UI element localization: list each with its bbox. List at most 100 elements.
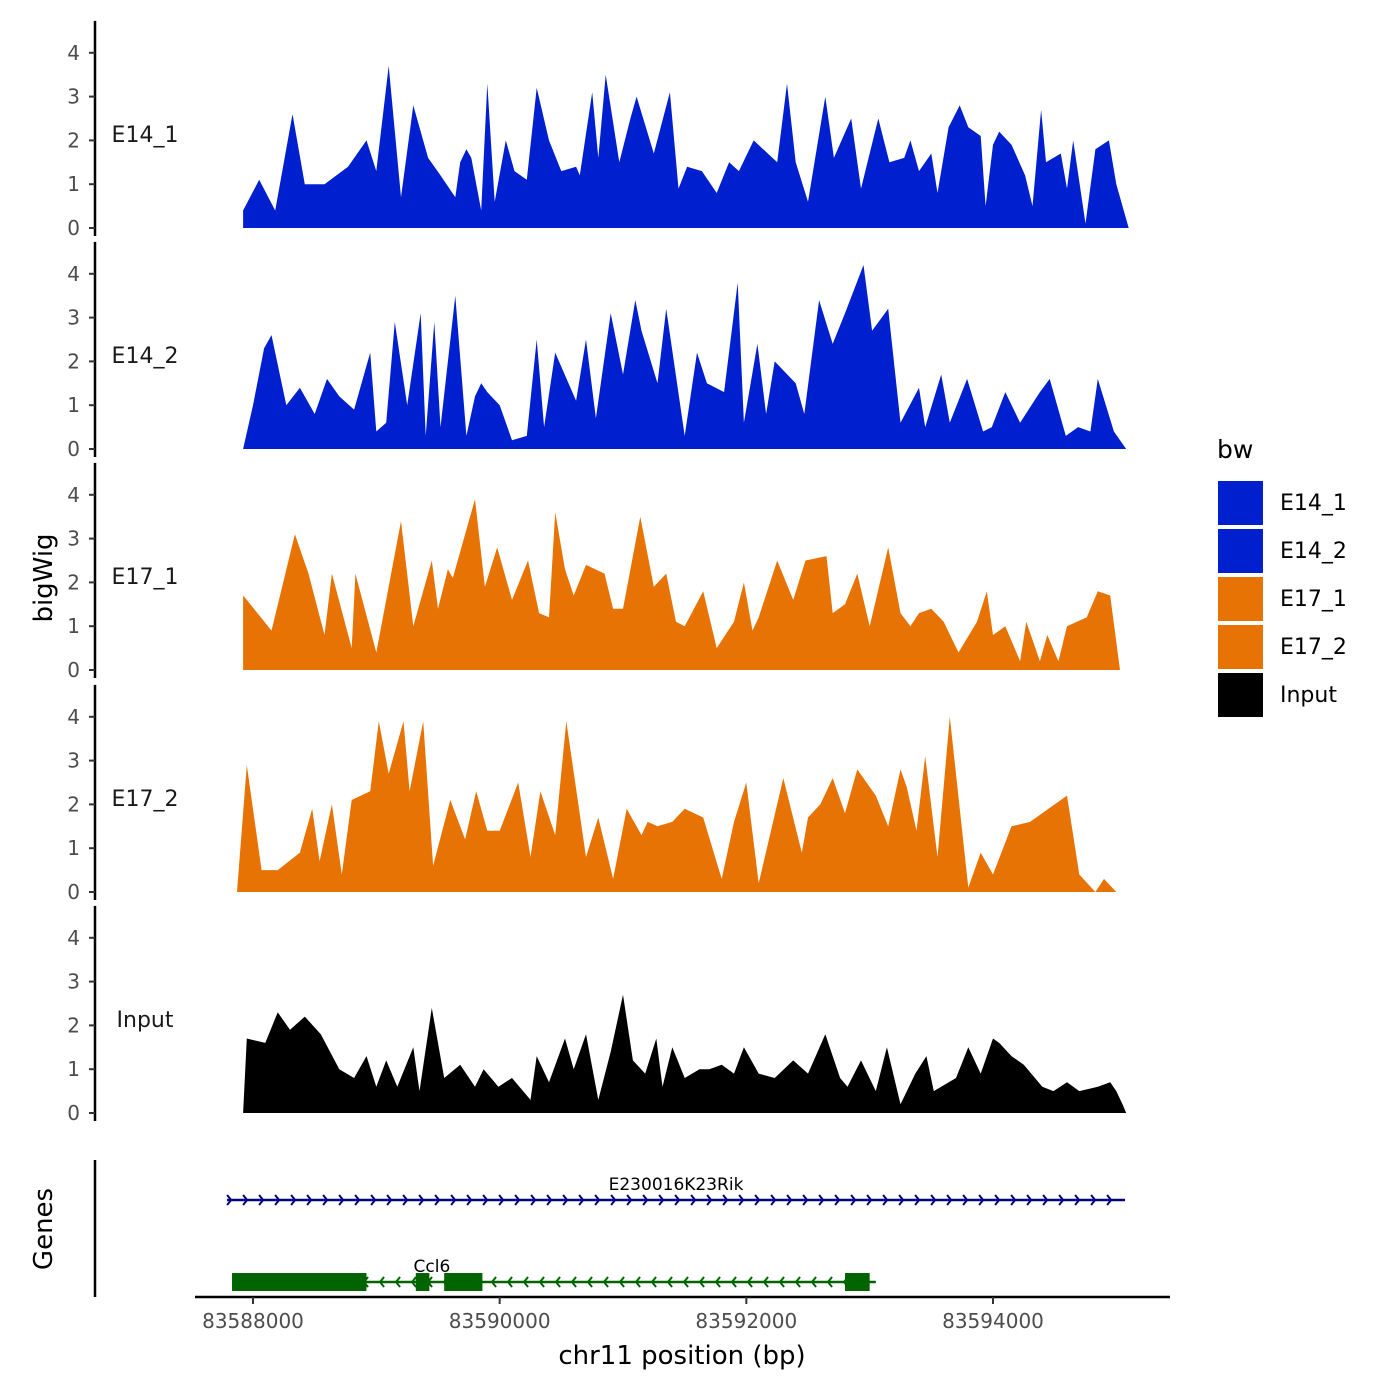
strand-chevron [666, 1276, 673, 1288]
strand-chevron [754, 1194, 761, 1206]
strand-chevron [570, 1276, 577, 1288]
strand-chevron [850, 1194, 857, 1206]
track-label: E14_2 [112, 344, 179, 369]
strand-chevron [618, 1276, 625, 1288]
strand-chevron [1026, 1194, 1033, 1206]
strand-chevron [530, 1194, 537, 1206]
strand-chevron [1106, 1194, 1113, 1206]
strand-chevron [402, 1194, 409, 1206]
strand-chevron [690, 1194, 697, 1206]
strand-chevron [946, 1194, 953, 1206]
strand-chevron [378, 1276, 385, 1288]
y-tick-label: 0 [67, 658, 80, 682]
y-tick-label: 2 [67, 349, 80, 373]
gene-Ccl6: Ccl6 [232, 1257, 876, 1291]
legend-label: E17_1 [1280, 587, 1347, 612]
strand-chevron [290, 1194, 297, 1206]
strand-chevron [322, 1194, 329, 1206]
strand-chevron [554, 1276, 561, 1288]
strand-chevron [578, 1194, 585, 1206]
strand-chevron [962, 1194, 969, 1206]
strand-chevron [818, 1194, 825, 1206]
strand-chevron [930, 1194, 937, 1206]
legend-swatch-E17_1 [1218, 577, 1263, 621]
strand-chevron [418, 1194, 425, 1206]
y-tick-label: 1 [67, 1057, 80, 1081]
legend-label: Input [1280, 683, 1337, 708]
legend-swatch-E17_2 [1218, 625, 1263, 669]
area-E14_2 [243, 265, 1127, 449]
strand-chevron [658, 1194, 665, 1206]
strand-chevron [778, 1276, 785, 1288]
genes-track-title: Genes [29, 1188, 59, 1270]
exon [845, 1273, 870, 1291]
bigwig-tracks: 0 1 2 3 4 E14_1 0 1 2 3 4 E14_2 0 1 2 3 4 E17_1 0 1 2 3 4 E17_2… [67, 20, 1129, 1125]
strand-chevron [226, 1194, 233, 1206]
gene-E230016K23Rik: E230016K23Rik [226, 1175, 1125, 1206]
y-tick-label: 2 [67, 1013, 80, 1037]
strand-chevron [394, 1276, 401, 1288]
y-tick-label: 4 [67, 483, 80, 507]
exon [444, 1273, 483, 1291]
strand-chevron [978, 1194, 985, 1206]
legend-title: bw [1217, 435, 1253, 464]
y-tick-label: 0 [67, 1101, 80, 1125]
strand-chevron [602, 1276, 609, 1288]
y-tick-label: 1 [67, 614, 80, 638]
strand-chevron [698, 1276, 705, 1288]
y-tick-label: 4 [67, 705, 80, 729]
strand-chevron [866, 1194, 873, 1206]
legend-label: E14_2 [1280, 539, 1347, 564]
track-E17_2: 0 1 2 3 4 E17_2 [67, 684, 1127, 904]
strand-chevron [730, 1276, 737, 1288]
strand-chevron [714, 1276, 721, 1288]
strand-chevron [1074, 1194, 1081, 1206]
y-tick-label: 2 [67, 570, 80, 594]
strand-chevron [482, 1194, 489, 1206]
strand-chevron [914, 1194, 921, 1206]
strand-chevron [522, 1276, 529, 1288]
strand-chevron [882, 1194, 889, 1206]
track-E14_2: 0 1 2 3 4 E14_2 [67, 241, 1127, 461]
strand-chevron [410, 1276, 417, 1288]
strand-chevron [794, 1276, 801, 1288]
strand-chevron [834, 1194, 841, 1206]
strand-chevron [306, 1194, 313, 1206]
y-tick-label: 0 [67, 437, 80, 461]
strand-chevron [370, 1194, 377, 1206]
strand-chevron [490, 1276, 497, 1288]
y-tick-label: 1 [67, 393, 80, 417]
strand-chevron [586, 1276, 593, 1288]
strand-chevron [546, 1194, 553, 1206]
track-Input: 0 1 2 3 4 Input [67, 905, 1127, 1125]
strand-chevron [682, 1276, 689, 1288]
track-label: E14_1 [112, 123, 179, 148]
strand-chevron [770, 1194, 777, 1206]
strand-chevron [514, 1194, 521, 1206]
strand-chevron [242, 1194, 249, 1206]
y-tick-label: 4 [67, 41, 80, 65]
y-tick-label: 3 [67, 85, 80, 109]
strand-chevron [506, 1276, 513, 1288]
strand-chevron [626, 1194, 633, 1206]
strand-chevron [994, 1194, 1001, 1206]
x-tick-label: 83590000 [449, 1309, 551, 1333]
x-tick-label: 83592000 [695, 1309, 797, 1333]
gene-label: E230016K23Rik [609, 1175, 744, 1195]
strand-chevron [738, 1194, 745, 1206]
strand-chevron [634, 1276, 641, 1288]
area-Input [243, 994, 1127, 1113]
y-tick-label: 0 [67, 880, 80, 904]
y-axis-title: bigWig [29, 533, 59, 622]
strand-chevron [1010, 1194, 1017, 1206]
strand-chevron [898, 1194, 905, 1206]
strand-chevron [642, 1194, 649, 1206]
gene-label: Ccl6 [414, 1257, 451, 1277]
strand-chevron [826, 1276, 833, 1288]
area-E14_1 [243, 65, 1129, 229]
genes-track: E230016K23Rik Ccl6 [93, 1160, 1125, 1297]
strand-chevron [562, 1194, 569, 1206]
strand-chevron [1058, 1194, 1065, 1206]
strand-chevron [466, 1194, 473, 1206]
strand-chevron [498, 1194, 505, 1206]
